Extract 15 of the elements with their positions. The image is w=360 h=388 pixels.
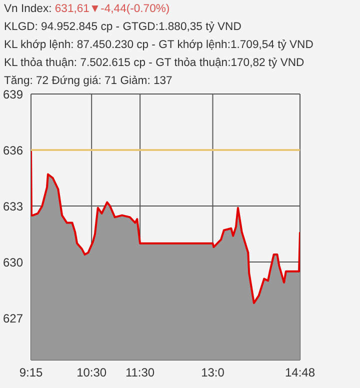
- x-tick-label: 13:0: [201, 366, 225, 380]
- y-tick-label: 627: [2, 311, 24, 326]
- text: KL thỏa thuận: 7.502.615 cp - GT thỏa thuận:170,82 tỷ VND: [4, 56, 306, 71]
- y-tick-label: 639: [2, 87, 24, 102]
- text: Tăng: 72 Đứng giá: 71 Giảm: 137: [4, 75, 172, 87]
- y-tick-label: 636: [2, 143, 24, 158]
- y-tick-label: 630: [2, 255, 24, 270]
- x-tick-label: 9:15: [19, 366, 43, 380]
- text: KL khớp lệnh: 87.450.230 cp - GT khớp lệnh:1.709,54 tỷ VND: [4, 38, 314, 53]
- x-tick-label: 14:48: [284, 366, 316, 380]
- text: KLGD: 94.952.845 cp - GTGD:1.880,35 tỷ VND: [4, 20, 242, 35]
- chart-title: Vn Index: 631,61▼-4,44(-0.70%): [4, 3, 170, 15]
- x-tick-label: 11:30: [125, 366, 155, 380]
- x-tick-label: 10:30: [76, 366, 107, 380]
- y-tick-label: 633: [2, 199, 24, 214]
